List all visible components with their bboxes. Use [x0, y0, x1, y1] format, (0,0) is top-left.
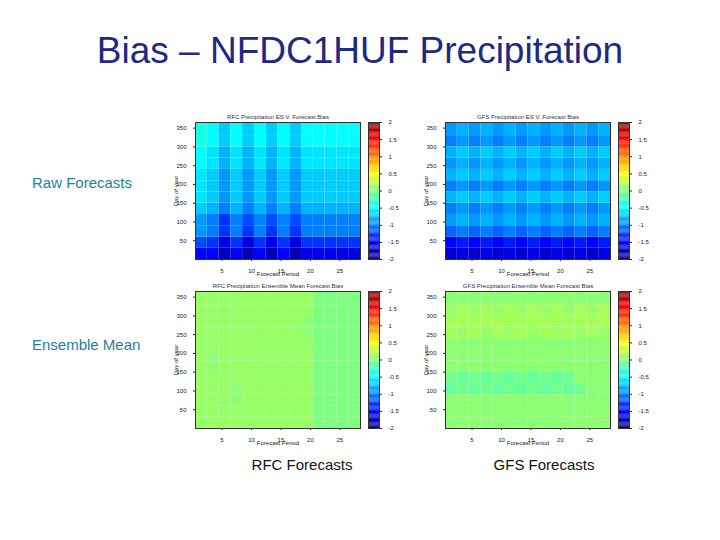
svg-text:2: 2	[389, 288, 393, 294]
svg-text:150: 150	[426, 369, 437, 376]
svg-text:150: 150	[176, 369, 187, 376]
svg-text:20: 20	[557, 268, 564, 274]
html-text:Ensemble Mean: Ensemble Mean	[32, 336, 141, 353]
svg-text:2: 2	[389, 119, 393, 125]
svg-text:Forecast Period: Forecast Period	[257, 271, 299, 277]
svg-text:-0.5: -0.5	[639, 205, 650, 211]
svg-text:350: 350	[176, 125, 187, 131]
svg-text:Day of year: Day of year	[173, 345, 179, 376]
svg-text:250: 250	[426, 163, 437, 169]
svg-text:Day of year: Day of year	[423, 176, 429, 207]
svg-text:20: 20	[307, 437, 314, 443]
svg-text:10: 10	[498, 437, 505, 443]
svg-text:-0.5: -0.5	[389, 374, 400, 380]
svg-text:350: 350	[426, 125, 437, 131]
svg-text:-2: -2	[639, 256, 645, 262]
svg-text:250: 250	[176, 332, 187, 338]
svg-text:300: 300	[176, 144, 187, 150]
html-text:Bias – NFDC1HUF Precipitation: Bias – NFDC1HUF Precipitation	[96, 30, 624, 71]
svg-text:350: 350	[176, 294, 187, 300]
svg-text:1: 1	[639, 323, 643, 329]
svg-text:-1: -1	[389, 222, 395, 228]
svg-text:0: 0	[639, 357, 643, 363]
svg-text:300: 300	[426, 144, 437, 150]
svg-text:0.5: 0.5	[389, 171, 398, 177]
svg-text:25: 25	[337, 268, 344, 274]
html-text:Raw Forecasts: Raw Forecasts	[32, 174, 132, 191]
svg-text:25: 25	[587, 268, 594, 274]
svg-text:50: 50	[430, 407, 437, 413]
svg-text:5: 5	[220, 268, 224, 274]
svg-text:100: 100	[176, 219, 187, 225]
svg-text:Forecast Period: Forecast Period	[257, 440, 299, 446]
svg-text:50: 50	[180, 407, 187, 413]
svg-text:-1: -1	[389, 391, 395, 397]
svg-text:-1.5: -1.5	[389, 408, 400, 414]
svg-text:200: 200	[426, 181, 437, 188]
svg-text:GFS Precipitation ES V. Foreca: GFS Precipitation ES V. Forecast Bias	[477, 114, 579, 120]
svg-text:300: 300	[176, 313, 187, 319]
svg-text:250: 250	[176, 163, 187, 169]
svg-text:5: 5	[220, 437, 224, 443]
svg-text:5: 5	[470, 437, 474, 443]
svg-text:-1.5: -1.5	[389, 239, 400, 245]
svg-text:-1.5: -1.5	[639, 408, 650, 414]
html-text:GFS Forecasts: GFS Forecasts	[493, 456, 595, 473]
svg-text:1: 1	[389, 323, 393, 329]
svg-text:RFC Precipitation ES V. Foreca: RFC Precipitation ES V. Forecast Bias	[227, 114, 329, 120]
svg-text:50: 50	[180, 238, 187, 244]
svg-text:200: 200	[426, 350, 437, 357]
svg-text:10: 10	[248, 437, 255, 443]
svg-text:0: 0	[389, 188, 393, 194]
svg-text:10: 10	[248, 268, 255, 274]
svg-text:RFC Precipitation Ensemble Mea: RFC Precipitation Ensemble Mean Forecast…	[213, 283, 343, 289]
svg-text:150: 150	[426, 200, 437, 207]
svg-text:2: 2	[639, 288, 643, 294]
svg-text:200: 200	[176, 181, 187, 188]
svg-text:250: 250	[426, 332, 437, 338]
svg-text:0.5: 0.5	[639, 340, 648, 346]
svg-text:Forecast Period: Forecast Period	[507, 271, 549, 277]
svg-text:1: 1	[389, 154, 393, 160]
svg-text:100: 100	[176, 388, 187, 394]
svg-text:-1: -1	[639, 391, 645, 397]
svg-text:1: 1	[639, 154, 643, 160]
html-text:RFC Forecasts: RFC Forecasts	[251, 456, 353, 473]
svg-text:100: 100	[426, 388, 437, 394]
svg-text:150: 150	[176, 200, 187, 207]
svg-text:-0.5: -0.5	[639, 374, 650, 380]
svg-text:200: 200	[176, 350, 187, 357]
svg-text:0.5: 0.5	[639, 171, 648, 177]
svg-text:GFS Precipitation Ensemble Mea: GFS Precipitation Ensemble Mean Forecast…	[463, 283, 593, 289]
svg-text:-2: -2	[389, 256, 395, 262]
svg-text:300: 300	[426, 313, 437, 319]
svg-text:-1: -1	[639, 222, 645, 228]
svg-text:1.5: 1.5	[639, 306, 648, 312]
svg-text:-2: -2	[389, 425, 395, 431]
svg-text:350: 350	[426, 294, 437, 300]
svg-text:1.5: 1.5	[389, 137, 398, 143]
svg-text:20: 20	[557, 437, 564, 443]
svg-text:Day of year: Day of year	[173, 176, 179, 207]
svg-text:20: 20	[307, 268, 314, 274]
svg-text:0.5: 0.5	[389, 340, 398, 346]
svg-text:100: 100	[426, 219, 437, 225]
svg-text:10: 10	[498, 268, 505, 274]
svg-text:Day of year: Day of year	[423, 345, 429, 376]
svg-text:-0.5: -0.5	[389, 205, 400, 211]
svg-text:-1.5: -1.5	[639, 239, 650, 245]
svg-text:Forecast Period: Forecast Period	[507, 440, 549, 446]
svg-text:25: 25	[587, 437, 594, 443]
svg-text:50: 50	[430, 238, 437, 244]
svg-text:1.5: 1.5	[389, 306, 398, 312]
svg-text:5: 5	[470, 268, 474, 274]
svg-text:-2: -2	[639, 425, 645, 431]
svg-text:25: 25	[337, 437, 344, 443]
svg-text:2: 2	[639, 119, 643, 125]
svg-text:0: 0	[639, 188, 643, 194]
svg-text:0: 0	[389, 357, 393, 363]
svg-text:1.5: 1.5	[639, 137, 648, 143]
